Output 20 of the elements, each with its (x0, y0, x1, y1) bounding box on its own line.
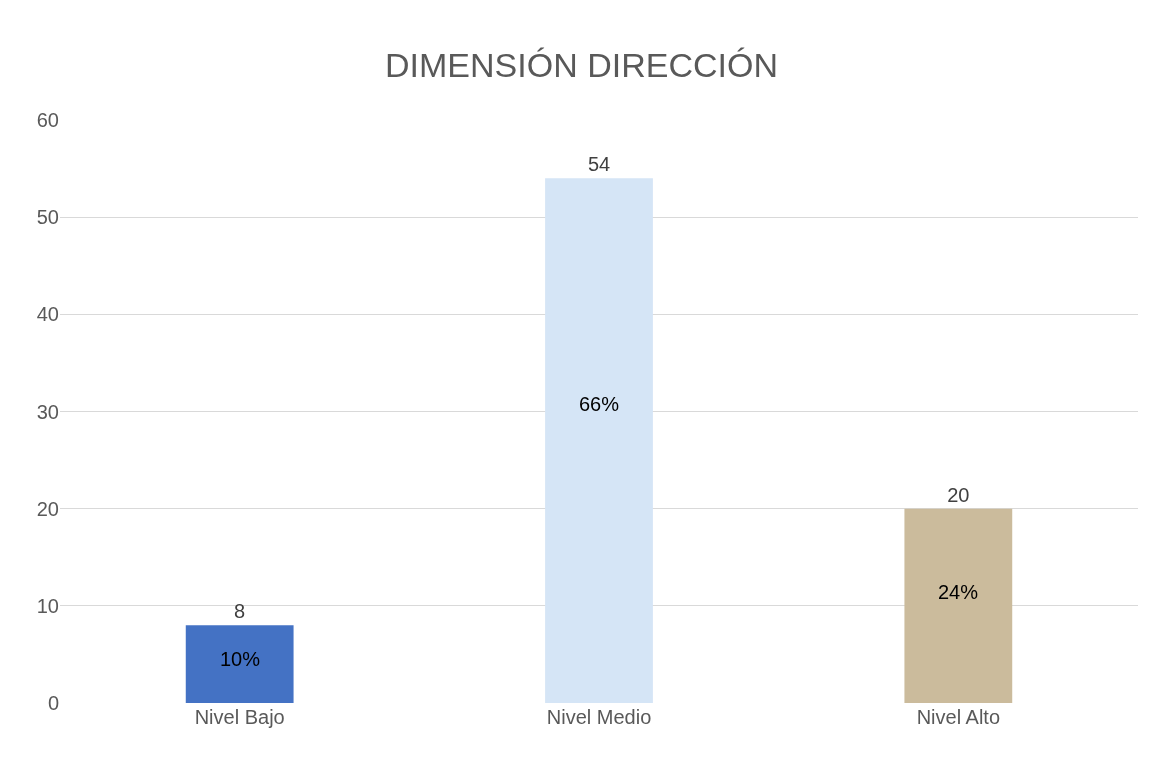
data-label: 8 (234, 600, 246, 623)
y-tick-label: 0 (47, 692, 59, 714)
x-tick-label: Nivel Alto (916, 706, 1001, 728)
y-tick-label: 50 (36, 206, 59, 229)
y-tick-label: 60 (36, 109, 59, 131)
x-tick-label: Nivel Bajo (194, 706, 285, 728)
annotation: 66% (579, 393, 620, 415)
bar (185, 625, 294, 703)
data-label: 54 (587, 153, 611, 176)
data-label: 20 (947, 483, 970, 506)
y-tick-label: 30 (36, 400, 59, 423)
annotation: 24% (938, 581, 979, 603)
x-tick-label: Nivel Medio (546, 706, 652, 728)
chart-title: DIMENSIÓN DIRECCIÓN (385, 46, 778, 85)
annotation: 10% (220, 648, 261, 670)
y-tick-label: 10 (36, 594, 59, 617)
bar (904, 508, 1013, 703)
y-tick-label: 20 (36, 497, 59, 520)
y-tick-label: 40 (36, 303, 59, 326)
bar (545, 178, 653, 703)
